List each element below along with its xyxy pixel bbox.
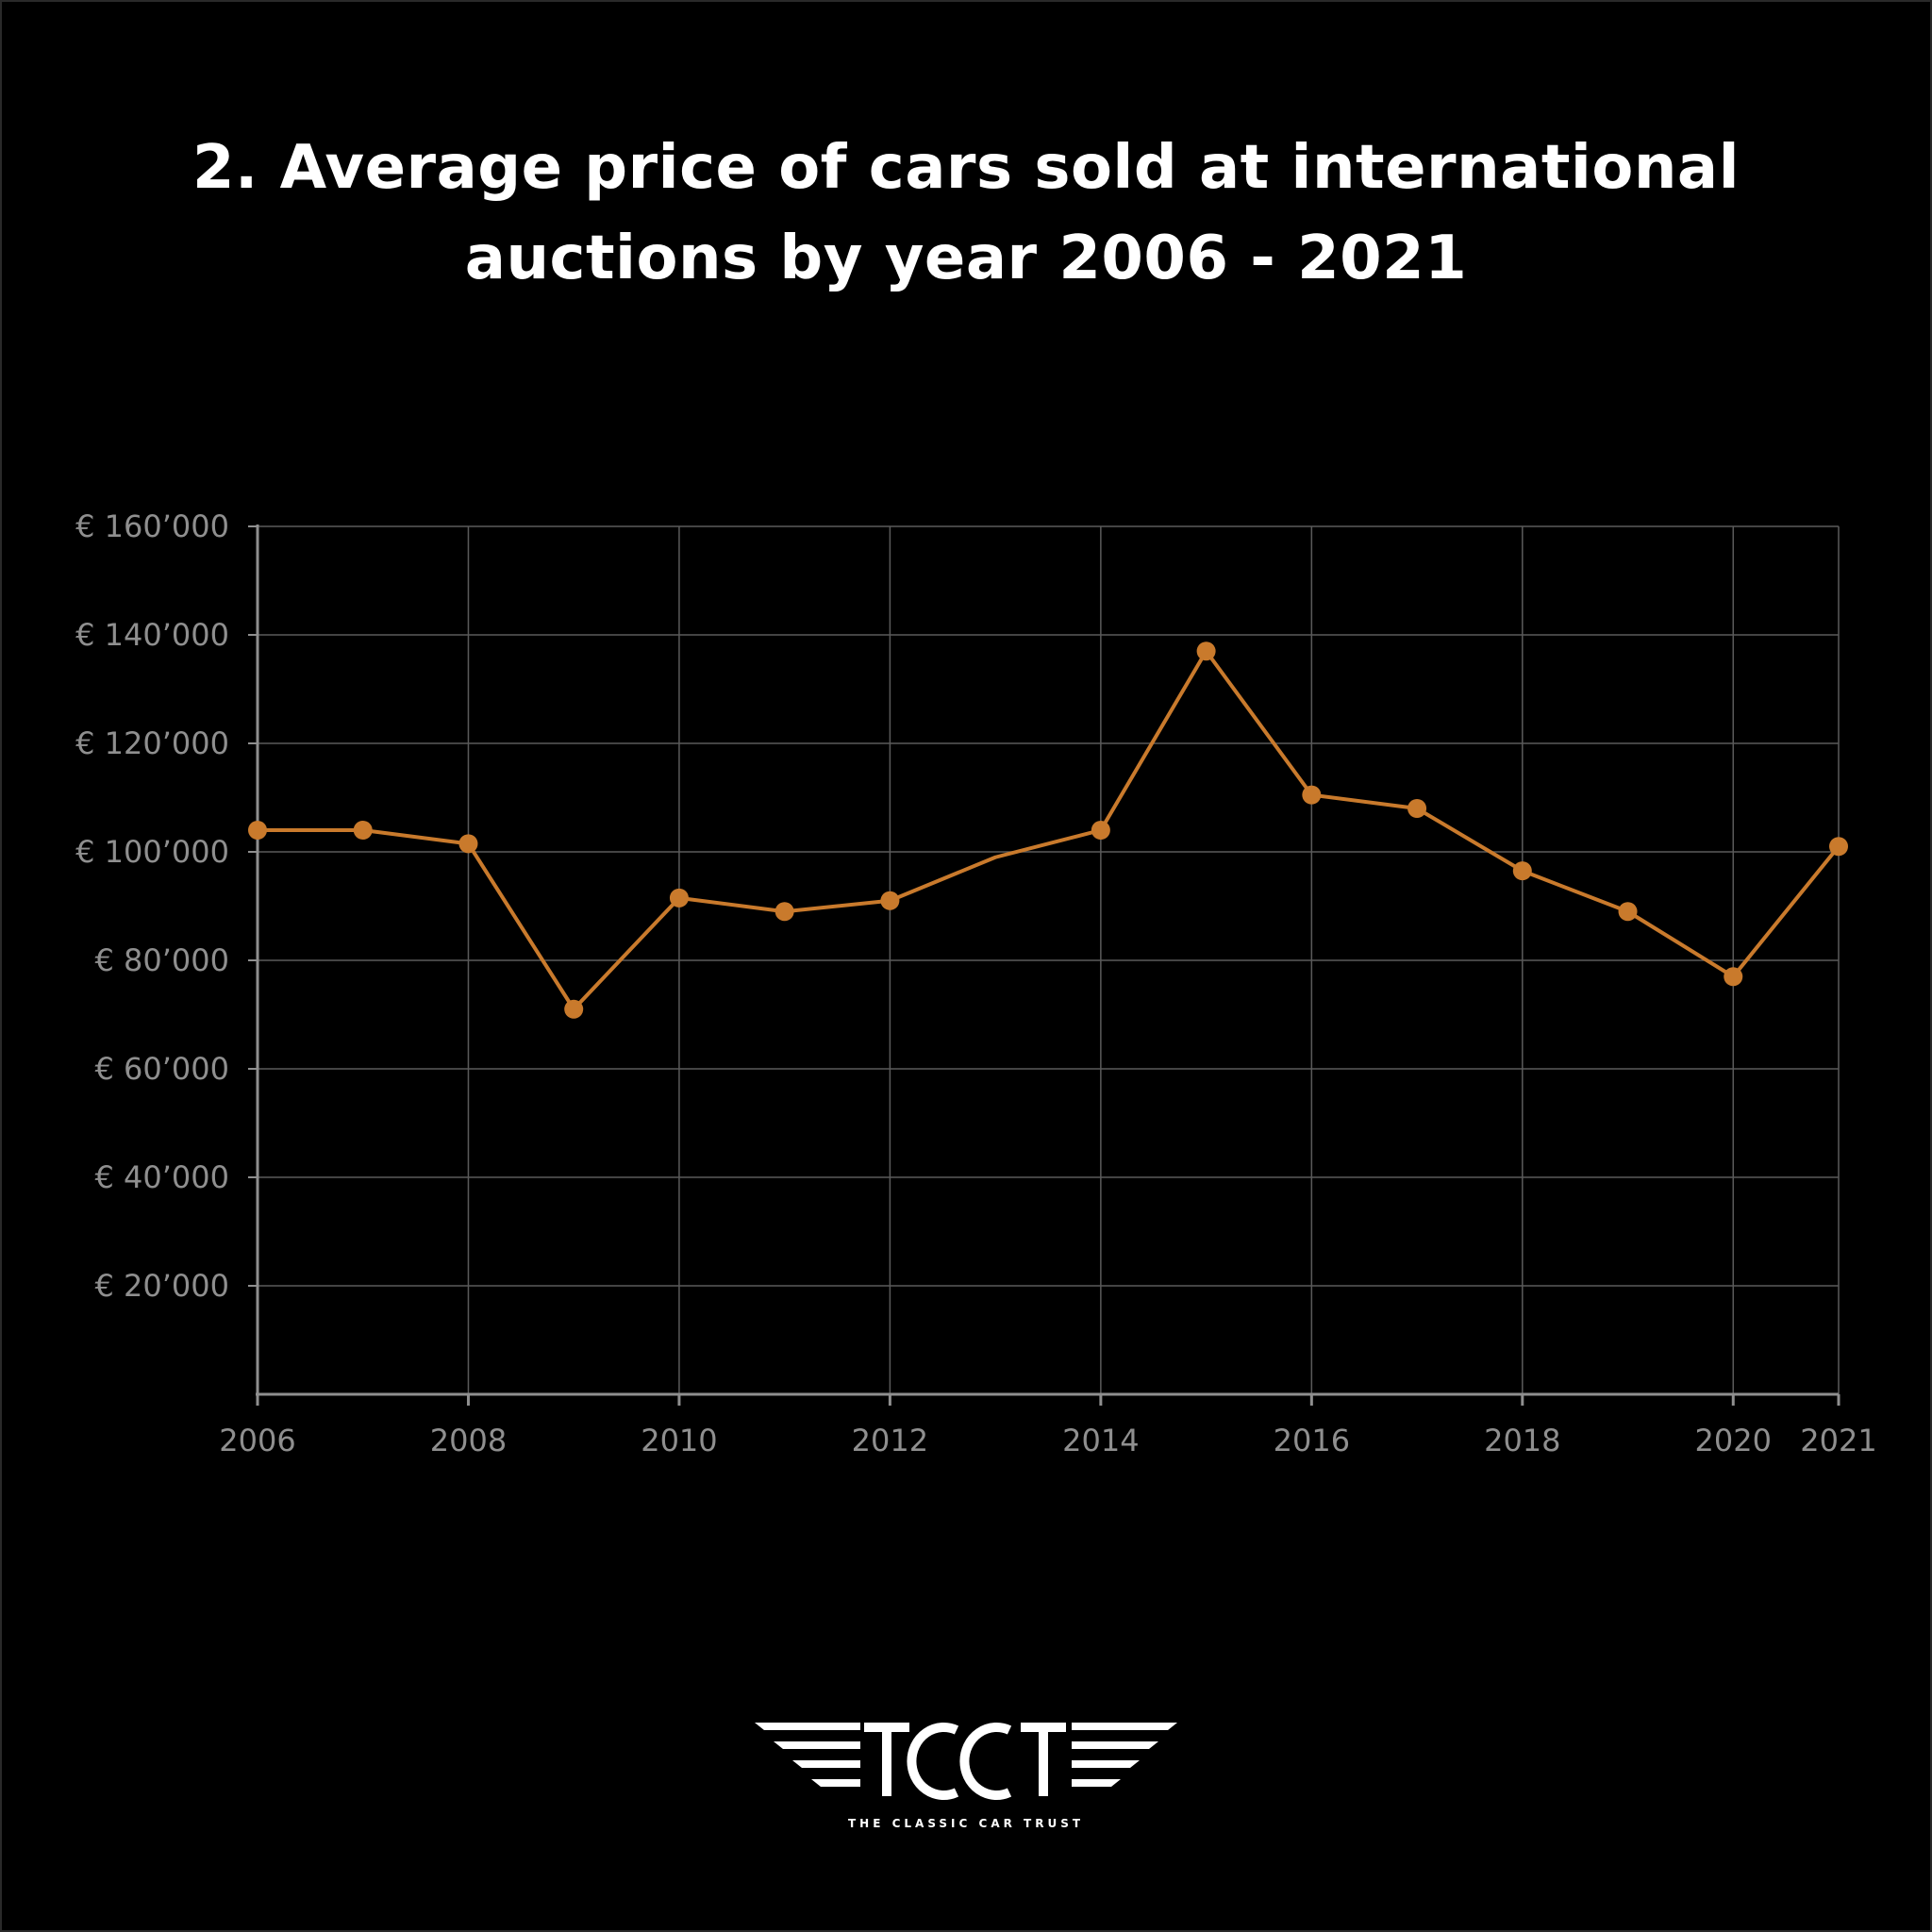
data-point <box>248 821 267 840</box>
data-point <box>1302 785 1322 805</box>
chart-title-line-1: 2. Average price of cars sold at interna… <box>192 133 1740 203</box>
x-tick-label: 2006 <box>219 1423 295 1458</box>
x-tick-label: 2018 <box>1484 1423 1560 1458</box>
data-point <box>1407 799 1427 818</box>
x-tick-label: 2020 <box>1695 1423 1772 1458</box>
y-tick-label: € 20’000 <box>95 1268 230 1304</box>
tcct-logo-mark <box>755 1723 1177 1800</box>
data-point <box>1829 837 1848 857</box>
data-point <box>1091 821 1110 840</box>
data-point <box>1196 641 1216 661</box>
y-tick-label: € 160’000 <box>75 508 229 544</box>
data-point <box>774 902 794 922</box>
axes <box>248 525 1840 1406</box>
series <box>248 641 1848 1019</box>
x-tick-label: 2014 <box>1062 1423 1139 1458</box>
data-point <box>458 834 478 854</box>
data-point <box>880 891 900 910</box>
data-point <box>1618 902 1638 922</box>
chart-title-line-2: auctions by year 2006 - 2021 <box>464 224 1468 293</box>
series-line <box>258 649 1840 1011</box>
y-tick-label: € 120’000 <box>75 725 229 761</box>
x-tick-label: 2012 <box>852 1423 928 1458</box>
x-tick-label: 2021 <box>1800 1423 1876 1458</box>
y-tick-label: € 60’000 <box>95 1051 230 1087</box>
grid <box>258 525 1840 1394</box>
tcct-logo: THE CLASSIC CAR TRUST <box>755 1717 1177 1830</box>
y-tick-label: € 100’000 <box>75 834 229 870</box>
x-tick-label: 2016 <box>1274 1423 1350 1458</box>
data-point <box>564 999 584 1019</box>
x-tick-label: 2008 <box>430 1423 507 1458</box>
data-point <box>353 821 373 840</box>
y-tick-label: € 80’000 <box>95 942 230 978</box>
data-point <box>669 888 689 908</box>
data-point <box>1724 967 1743 987</box>
y-tick-label: € 140’000 <box>75 617 229 653</box>
logo-tagline: THE CLASSIC CAR TRUST <box>847 1817 1085 1830</box>
chart-title: 2. Average price of cars sold at interna… <box>0 123 1932 304</box>
data-point <box>1512 861 1532 881</box>
y-tick-label: € 40’000 <box>95 1159 230 1195</box>
tick-labels: € 20’000 € 40’000 € 60’000 € 80’000 € 100’00… <box>75 508 1877 1458</box>
x-tick-label: 2010 <box>641 1423 717 1458</box>
